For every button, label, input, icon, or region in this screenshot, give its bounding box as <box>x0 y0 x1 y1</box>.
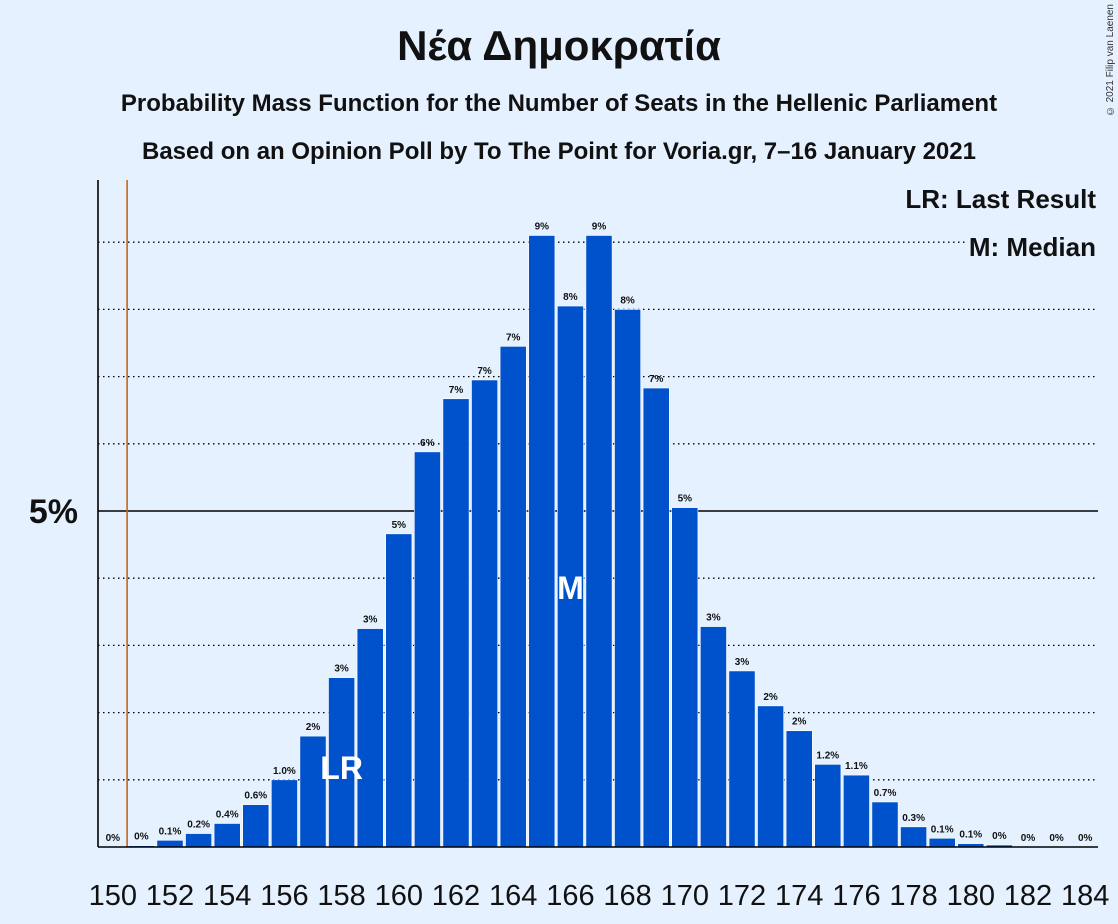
data-label-seat-156: 1.0% <box>273 766 296 777</box>
data-label-seat-155: 0.6% <box>244 791 267 802</box>
data-label-seat-171: 3% <box>706 613 721 624</box>
data-label-seat-173: 2% <box>763 692 778 703</box>
data-label-seat-164: 7% <box>506 332 521 343</box>
median-marker: M <box>557 570 584 606</box>
bar-seat-176 <box>842 774 870 848</box>
x-tick-label-168: 168 <box>603 880 651 912</box>
bar-seat-178 <box>900 826 928 848</box>
x-tick-label-166: 166 <box>546 880 594 912</box>
bar-seat-163 <box>471 379 499 848</box>
data-label-seat-160: 5% <box>392 520 407 531</box>
data-label-seat-180: 0.1% <box>959 830 982 841</box>
bar-seat-160 <box>385 533 413 848</box>
data-label-seat-181: 0% <box>992 831 1007 842</box>
x-tick-label-160: 160 <box>375 880 423 912</box>
bar-seat-154 <box>213 823 241 848</box>
y-tick-label: 5% <box>29 493 78 531</box>
bar-seat-161 <box>413 451 441 848</box>
data-label-seat-175: 1.2% <box>816 750 839 761</box>
bar-seat-152 <box>156 839 184 848</box>
data-label-seat-174: 2% <box>792 717 807 728</box>
data-label-seat-177: 0.7% <box>874 788 897 799</box>
x-tick-label-174: 174 <box>775 880 823 912</box>
data-label-seat-184: 0% <box>1078 833 1093 844</box>
data-label-seat-159: 3% <box>363 615 378 626</box>
bar-seat-167 <box>585 235 613 848</box>
data-label-seat-176: 1.1% <box>845 761 868 772</box>
data-label-seat-163: 7% <box>477 366 492 377</box>
bar-seat-171 <box>699 626 727 848</box>
data-label-seat-153: 0.2% <box>187 820 210 831</box>
x-tick-label-156: 156 <box>260 880 308 912</box>
data-label-seat-154: 0.4% <box>216 809 239 820</box>
bar-seat-173 <box>757 705 785 848</box>
bar-seat-172 <box>728 670 756 848</box>
x-tick-label-164: 164 <box>489 880 537 912</box>
bar-seat-175 <box>814 764 842 848</box>
bar-seat-177 <box>871 801 899 848</box>
data-label-seat-165: 9% <box>535 221 550 232</box>
bar-seat-169 <box>642 387 670 848</box>
data-label-seat-182: 0% <box>1021 833 1036 844</box>
last-result-marker: LR <box>320 750 363 786</box>
x-tick-label-152: 152 <box>146 880 194 912</box>
bar-seat-179 <box>928 837 956 848</box>
legend-last-result: LR: Last Result <box>903 184 1098 215</box>
chart-source: Based on an Opinion Poll by To The Point… <box>142 138 976 165</box>
bar-seat-174 <box>785 730 813 848</box>
chart-title: Νέα Δημοκρατία <box>397 22 721 69</box>
bar-seat-155 <box>242 804 270 848</box>
legend-median: M: Median <box>966 232 1098 263</box>
bar-seat-153 <box>185 833 213 848</box>
x-tick-label-150: 150 <box>89 880 137 912</box>
bar-seat-168 <box>614 309 642 848</box>
chart-subtitle: Probability Mass Function for the Number… <box>120 90 998 117</box>
bar-seat-156 <box>270 779 298 848</box>
x-tick-label-180: 180 <box>947 880 995 912</box>
data-label-seat-166: 8% <box>563 292 578 303</box>
x-tick-label-154: 154 <box>203 880 251 912</box>
x-tick-label-182: 182 <box>1004 880 1052 912</box>
bar-seat-165 <box>528 235 556 848</box>
x-tick-label-162: 162 <box>432 880 480 912</box>
bar-seat-159 <box>356 628 384 848</box>
bar-seat-162 <box>442 398 470 848</box>
data-label-seat-183: 0% <box>1049 833 1064 844</box>
bar-seat-170 <box>671 507 699 848</box>
data-label-seat-157: 2% <box>306 722 321 733</box>
x-tick-label-170: 170 <box>661 880 709 912</box>
x-tick-label-172: 172 <box>718 880 766 912</box>
bar-seat-166 <box>556 305 584 848</box>
data-label-seat-150: 0% <box>106 833 121 844</box>
data-label-seat-161: 6% <box>420 438 435 449</box>
data-label-seat-170: 5% <box>678 494 693 505</box>
bar-seat-164 <box>499 346 527 848</box>
data-label-seat-178: 0.3% <box>902 813 925 824</box>
data-label-seat-172: 3% <box>735 657 750 668</box>
data-label-seat-151: 0% <box>134 832 149 843</box>
data-label-seat-179: 0.1% <box>931 824 954 835</box>
x-tick-label-178: 178 <box>889 880 937 912</box>
data-label-seat-158: 3% <box>334 664 349 675</box>
x-tick-label-176: 176 <box>832 880 880 912</box>
data-label-seat-169: 7% <box>649 374 664 385</box>
bar-seat-157 <box>299 735 327 848</box>
data-label-seat-152: 0.1% <box>159 826 182 837</box>
data-label-seat-167: 9% <box>592 221 607 232</box>
x-tick-label-158: 158 <box>317 880 365 912</box>
x-tick-label-184: 184 <box>1061 880 1109 912</box>
data-label-seat-168: 8% <box>620 295 635 306</box>
data-label-seat-162: 7% <box>449 385 464 396</box>
